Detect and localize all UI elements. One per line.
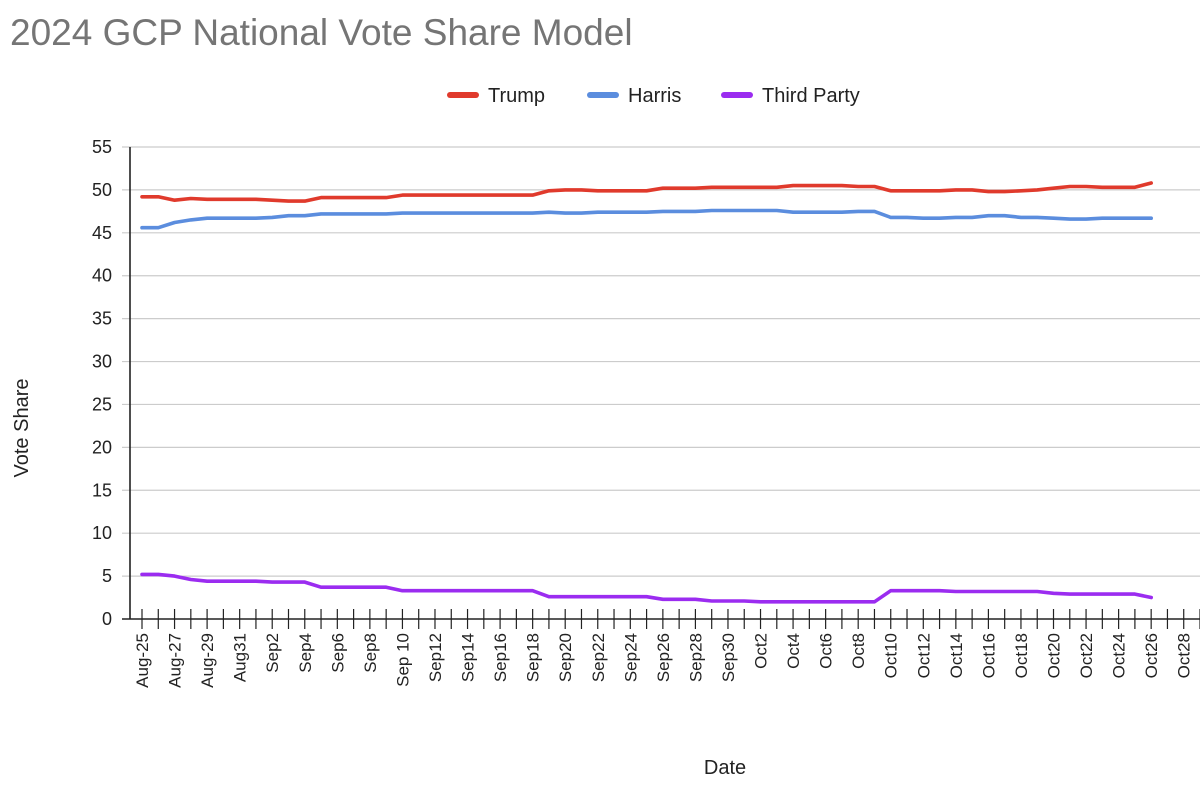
x-tick-label: Oct2 [752,633,771,669]
x-tick-label: Sep12 [426,633,445,682]
y-tick-label: 35 [92,309,112,329]
x-tick-label: Sep22 [589,633,608,682]
x-tick-label: Sep16 [491,633,510,682]
x-tick-label: Oct8 [849,633,868,669]
x-tick-label: Aug-25 [133,633,152,688]
x-tick-label: Oct28 [1175,633,1194,678]
series-line-trump [140,181,1153,203]
x-axis-label: Date [704,757,746,779]
x-tick-label: Oct22 [1077,633,1096,678]
x-tick-label: Sep2 [263,633,282,673]
y-tick-label: 10 [92,523,112,543]
legend-item-trump[interactable]: Trump [447,85,545,107]
x-tick-label: Sep6 [328,633,347,673]
y-tick-label: 45 [92,223,112,243]
legend-item-third-party[interactable]: Third Party [721,85,860,107]
x-tick-label: Sep20 [556,633,575,682]
x-tick-label: Oct14 [947,633,966,678]
legend-label: Trump [488,85,545,107]
x-tick-label: Sep18 [524,633,543,682]
x-tick-label: Oct18 [1012,633,1031,678]
y-axis-label: Vote Share [11,379,33,478]
x-tick-label: Oct10 [882,633,901,678]
y-tick-label: 5 [102,566,112,586]
x-tick-label: Sep8 [361,633,380,673]
x-tick-label: Sep28 [686,633,705,682]
legend-label: Harris [628,85,681,107]
y-tick-label: 55 [92,137,112,157]
series-line-harris [140,208,1153,230]
axes: 0 5 10 15 20 25 30 35 40 45 50 55 Aug-25 Aug-27 Aug-29… [92,137,1200,688]
x-tick-label: Oct12 [914,633,933,678]
x-tick-label: Oct4 [784,633,803,669]
x-tick-label: Sep4 [296,633,315,673]
y-tick-label: 25 [92,394,112,414]
legend-label: Third Party [762,85,860,107]
y-tick-label: 20 [92,437,112,457]
x-tick-label: Sep 10 [393,633,412,687]
y-tick-label: 15 [92,480,112,500]
x-tick-label: Sep26 [654,633,673,682]
y-tick-label: 0 [102,609,112,629]
series-lines [140,181,1153,604]
x-tick-label: Aug-27 [166,633,185,688]
x-tick-label: Oct24 [1110,633,1129,678]
chart-title: 2024 GCP National Vote Share Model [10,12,633,53]
legend[interactable]: Trump Harris Third Party [447,85,860,107]
y-tick-label: 30 [92,352,112,372]
x-tick-label: Oct26 [1142,633,1161,678]
x-tick-label: Oct6 [817,633,836,669]
x-tick-label: Sep14 [459,633,478,682]
series-line-third-party [140,572,1153,604]
x-tick-label: Oct16 [979,633,998,678]
x-tick-label: Aug-29 [198,633,217,688]
x-tick-label: Sep30 [719,633,738,682]
legend-item-harris[interactable]: Harris [587,85,681,107]
x-tick-label: Aug31 [231,633,250,682]
x-tick-label: Oct20 [1045,633,1064,678]
y-tick-label: 50 [92,180,112,200]
x-tick-label: Sep24 [621,633,640,682]
y-tick-label: 40 [92,266,112,286]
